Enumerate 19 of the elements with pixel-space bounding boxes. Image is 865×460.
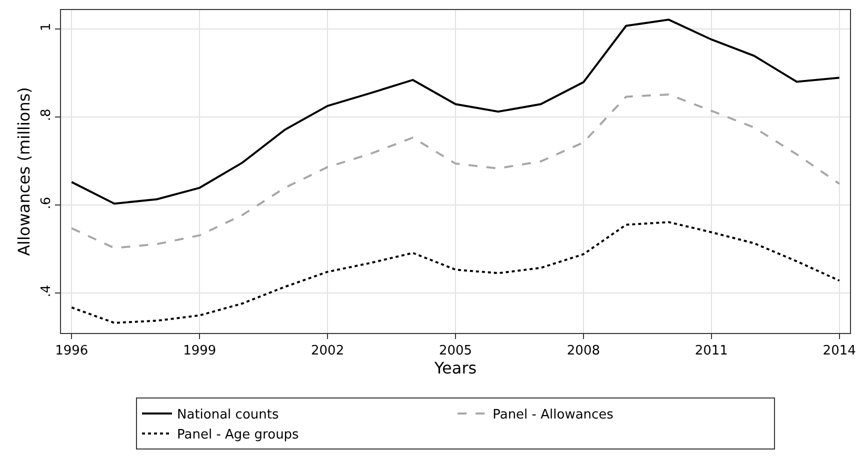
x-tick-label: 2002 xyxy=(311,344,344,359)
y-tick-label: .8 xyxy=(38,108,54,122)
line-series xyxy=(70,18,840,205)
x-tick-label: 2008 xyxy=(566,344,600,359)
line-series xyxy=(70,93,840,250)
legend-label: Panel - Age groups xyxy=(177,428,300,443)
y-tick-label: .6 xyxy=(38,196,54,210)
legend-label: National counts xyxy=(177,408,279,423)
x-tick-label: 1999 xyxy=(183,344,216,359)
y-tick-label: .4 xyxy=(38,284,54,298)
legend-label: Panel - Allowances xyxy=(492,408,614,423)
x-tick-label: 2005 xyxy=(438,344,472,359)
y-axis-title: Allowances (millions) xyxy=(14,87,34,256)
x-tick-label: 2014 xyxy=(822,344,856,359)
x-tick-label: 1996 xyxy=(55,344,88,359)
y-tick-label: 1 xyxy=(38,22,54,32)
line-series xyxy=(70,221,840,324)
x-axis-title: Years xyxy=(433,358,477,378)
x-tick-label: 2011 xyxy=(694,344,728,359)
